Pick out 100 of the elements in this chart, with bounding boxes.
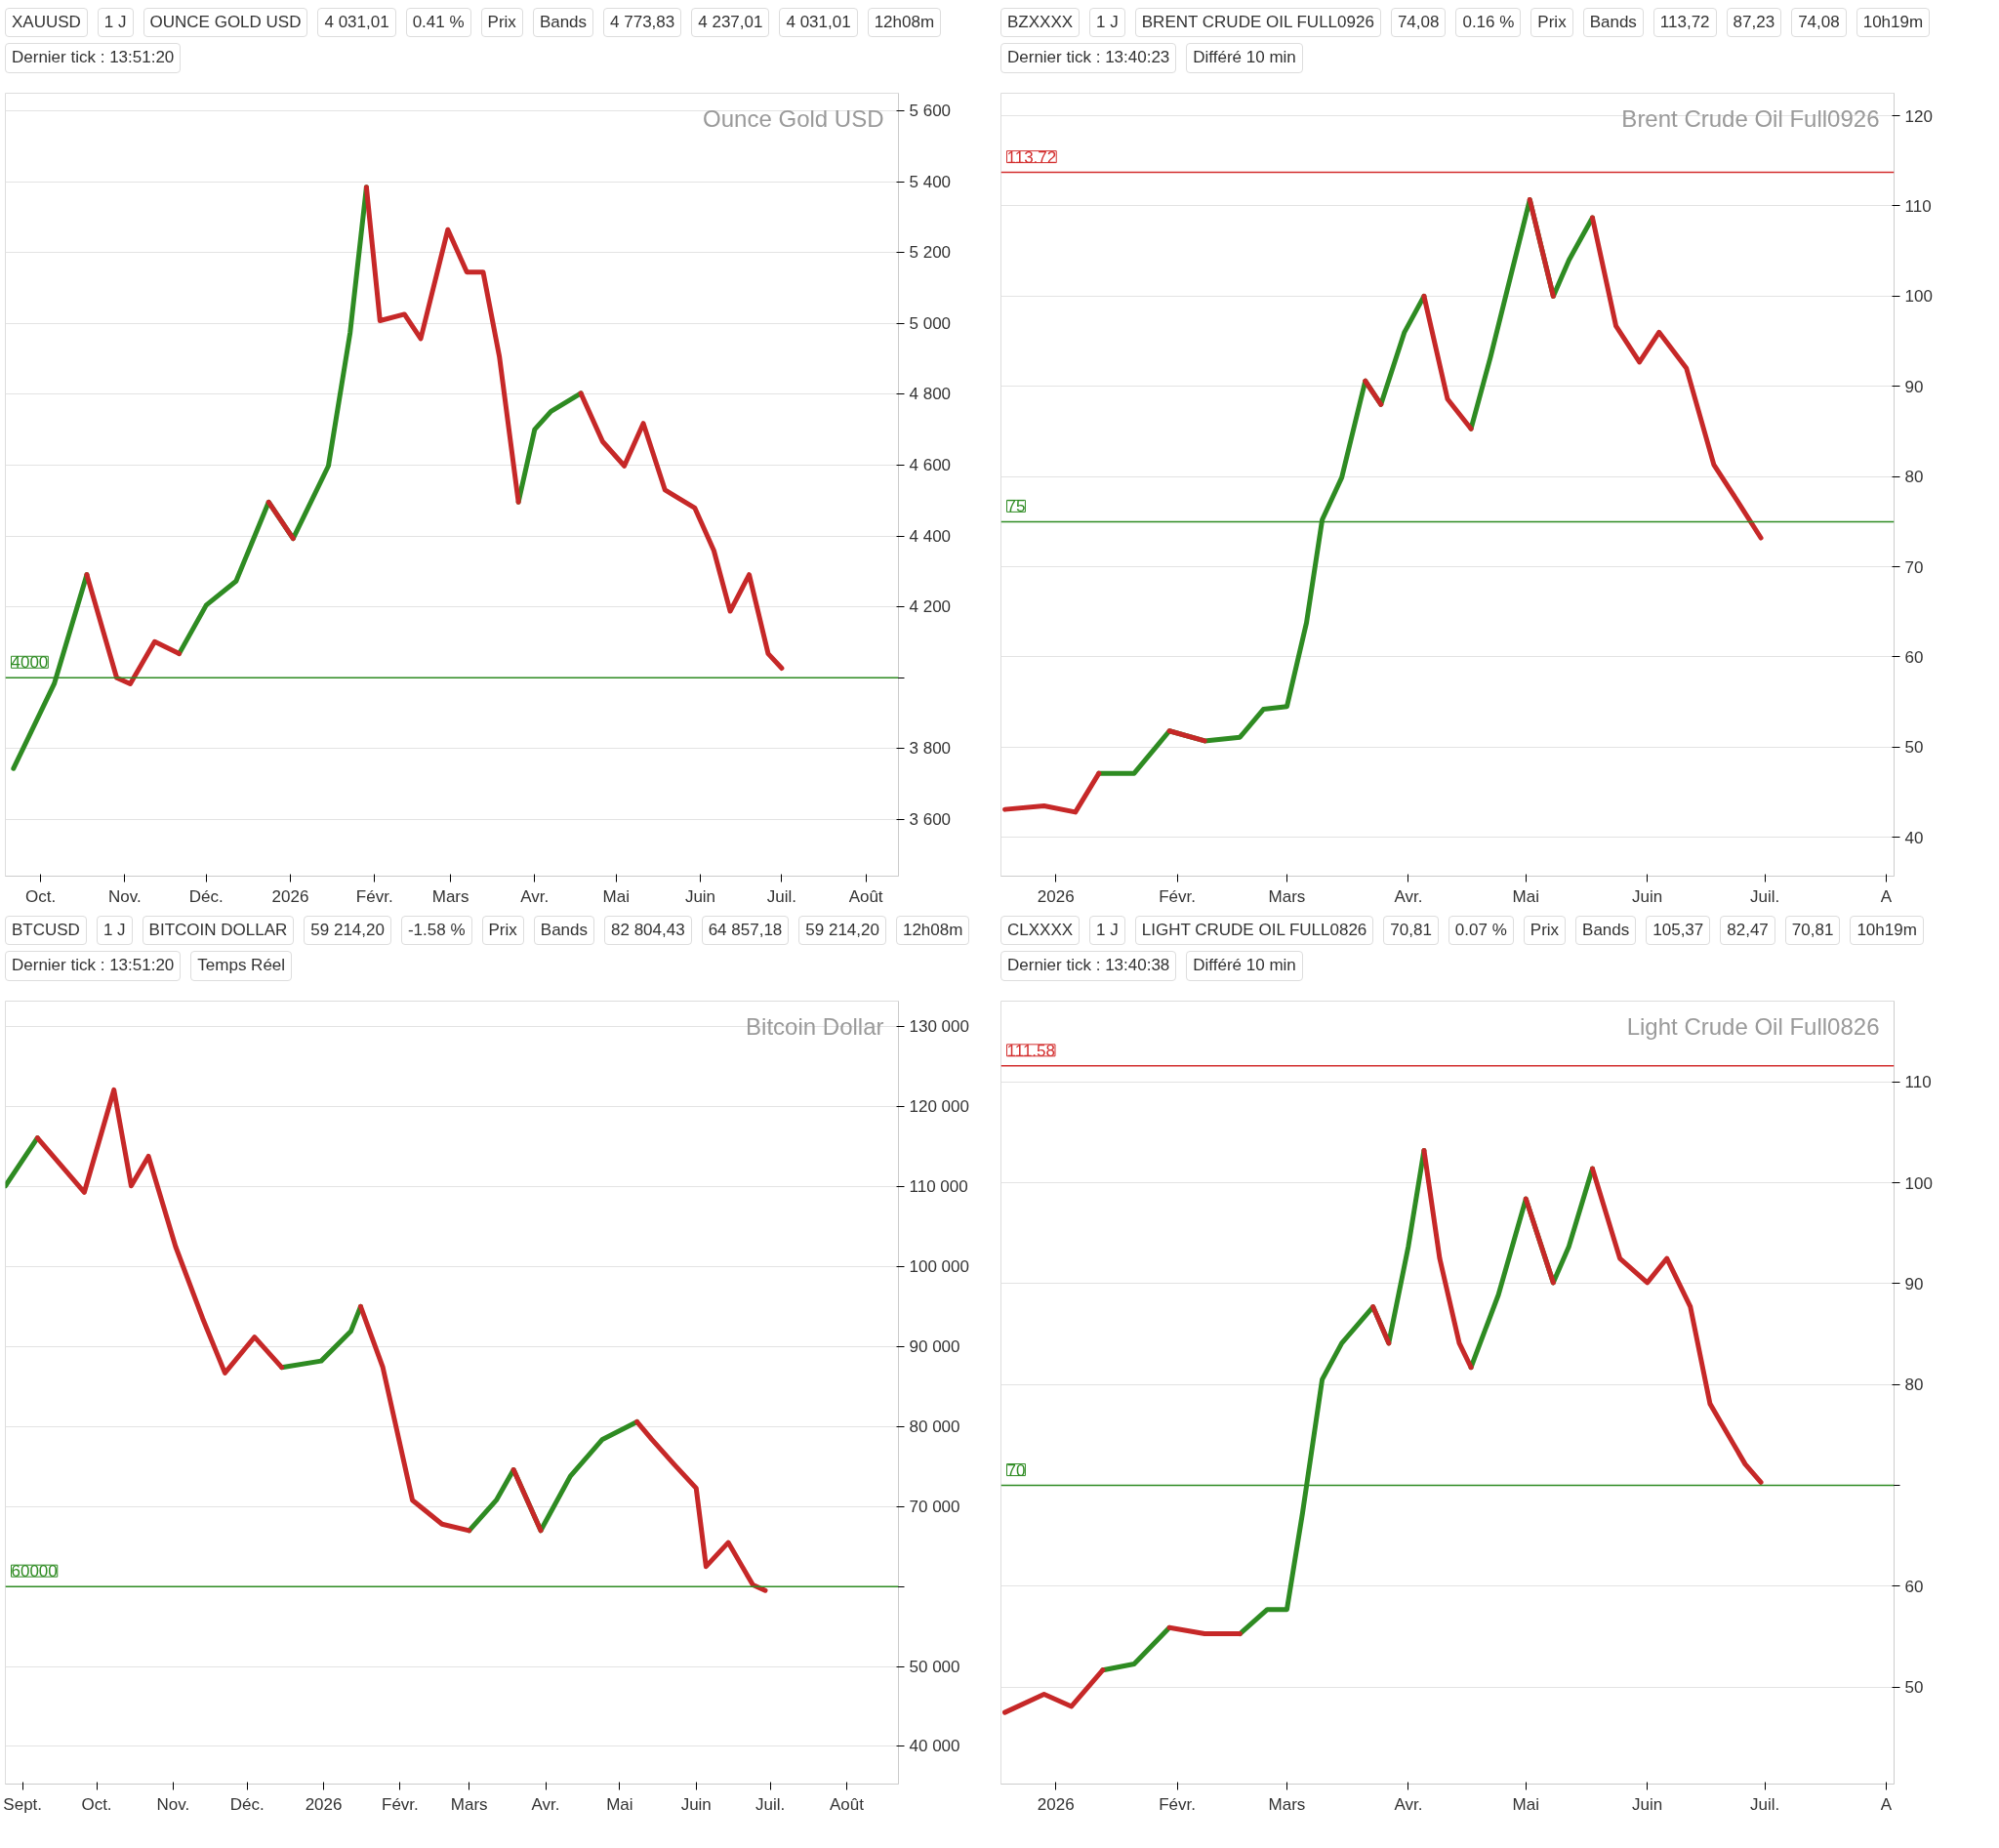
x-tick-label: Févr. [1159, 886, 1196, 906]
text: Prix [1530, 8, 1573, 38]
x-tick-label: Nov. [108, 886, 142, 906]
y-tick-label: 70 000 [909, 1497, 960, 1516]
text: Dernier tick : 13:40:23 [1000, 43, 1177, 73]
y-tick-label: 80 000 [909, 1417, 960, 1436]
text: 0.07 % [1448, 916, 1514, 946]
text: 12h08m [867, 8, 942, 38]
text: 1 J [1089, 916, 1125, 946]
text: BZXXXX [1000, 8, 1081, 38]
y-tick-label: 90 [1904, 377, 1924, 396]
text: 10h19m [1856, 8, 1931, 38]
x-tick-label: Nov. [156, 1794, 190, 1814]
y-tick-label: 130 000 [909, 1017, 969, 1037]
x-tick-label: Févr. [382, 1794, 419, 1814]
text: Différé 10 min [1186, 951, 1303, 981]
text: 12h08m [895, 916, 970, 946]
text: 70,81 [1383, 916, 1439, 946]
y-tick-label: 80 [1904, 1376, 1924, 1395]
text: 4 031,01 [779, 8, 858, 38]
y-tick-label: 5 200 [909, 243, 952, 263]
text: 4 031,01 [317, 8, 396, 38]
ref-line-label: 4000 [11, 653, 49, 673]
text: 74,08 [1791, 8, 1847, 38]
text: 0.16 % [1455, 8, 1522, 38]
x-tick-label: Juil. [755, 1794, 786, 1814]
text: Dernier tick : 13:51:20 [5, 951, 182, 981]
y-tick-label: 80 [1904, 468, 1924, 487]
y-tick-label: 110 [1904, 1073, 1932, 1092]
x-tick-label: Avr. [1394, 1794, 1423, 1814]
text: 4 237,01 [691, 8, 770, 38]
y-tick-label: 5 600 [909, 102, 952, 121]
x-tick-label: Avr. [531, 1794, 560, 1814]
text: Dernier tick : 13:40:38 [1000, 951, 1177, 981]
y-tick-label: 50 000 [909, 1657, 960, 1676]
text: Différé 10 min [1186, 43, 1303, 73]
x-tick-label: Sept. [3, 1794, 43, 1814]
text: Bands [533, 916, 595, 946]
x-tick-label: Juin [1632, 886, 1663, 906]
text: Bands [532, 8, 594, 38]
y-tick-label: 110 [1904, 197, 1932, 216]
y-tick-label: 4 400 [909, 526, 952, 546]
text: Prix [1523, 916, 1567, 946]
text: Prix [480, 8, 523, 38]
text: BTCUSD [5, 916, 87, 946]
text: LIGHT CRUDE OIL FULL0826 [1134, 916, 1374, 946]
x-tick-label: Juin [680, 1794, 712, 1814]
y-tick-label: 100 [1904, 287, 1933, 307]
y-tick-label: 120 [1904, 106, 1933, 126]
x-tick-label: Oct. [25, 886, 57, 906]
y-tick-label: 120 000 [909, 1097, 969, 1117]
ref-line-label: 70 [1006, 1460, 1026, 1480]
x-tick-label: Juin [1632, 1794, 1663, 1814]
y-tick-label: 3 800 [909, 739, 952, 759]
text: 1 J [1089, 8, 1125, 38]
x-tick-label: 2026 [1037, 1794, 1075, 1814]
y-tick-label: 50 [1904, 738, 1924, 758]
text: Temps Réel [190, 951, 293, 981]
y-tick-label: 40 [1904, 828, 1924, 847]
x-tick-label: A [1880, 886, 1893, 906]
y-tick-label: 3 600 [909, 809, 952, 829]
text: 87,23 [1726, 8, 1782, 38]
y-tick-label: 40 000 [909, 1737, 960, 1756]
ref-line-label: 60000 [11, 1562, 58, 1581]
x-tick-label: Août [829, 1794, 865, 1814]
x-tick-label: Mars [1268, 1794, 1306, 1814]
y-tick-label: 4 600 [909, 456, 952, 475]
y-tick-label: 4 200 [909, 597, 952, 617]
text: Ounce Gold USD [703, 104, 884, 132]
y-tick-label: 4 800 [909, 385, 952, 404]
text: -1.58 % [400, 916, 472, 946]
x-tick-label: Févr. [1159, 1794, 1196, 1814]
x-tick-label: Avr. [520, 886, 550, 906]
text: Dernier tick : 13:51:20 [5, 43, 182, 73]
x-tick-label: Avr. [1394, 886, 1423, 906]
text: Light Crude Oil Full0826 [1626, 1012, 1880, 1040]
text: 74,08 [1390, 8, 1447, 38]
x-tick-label: Juil. [1749, 1794, 1780, 1814]
x-tick-label: Mars [450, 1794, 488, 1814]
text: 82,47 [1720, 916, 1775, 946]
x-tick-label: Mars [1268, 886, 1306, 906]
y-tick-label: 90 [1904, 1274, 1924, 1294]
ref-line-label: 113.72 [1006, 147, 1057, 167]
text: 82 804,43 [604, 916, 692, 946]
y-tick-label: 100 000 [909, 1256, 969, 1276]
y-tick-label: 50 [1904, 1678, 1924, 1698]
text: 4 773,83 [603, 8, 682, 38]
text: CLXXXX [1000, 916, 1081, 946]
x-tick-label: Mai [1512, 886, 1539, 906]
y-tick-label: 5 400 [909, 172, 952, 191]
x-tick-label: 2026 [305, 1794, 343, 1814]
text: 59 214,20 [798, 916, 886, 946]
y-tick-label: 70 [1904, 557, 1924, 577]
x-tick-label: Mai [1512, 1794, 1539, 1814]
text: Bitcoin Dollar [746, 1012, 884, 1040]
x-tick-label: Févr. [355, 886, 393, 906]
x-tick-label: Déc. [229, 1794, 265, 1814]
x-tick-label: A [1880, 1794, 1893, 1814]
text: 105,37 [1646, 916, 1711, 946]
text: 64 857,18 [701, 916, 790, 946]
